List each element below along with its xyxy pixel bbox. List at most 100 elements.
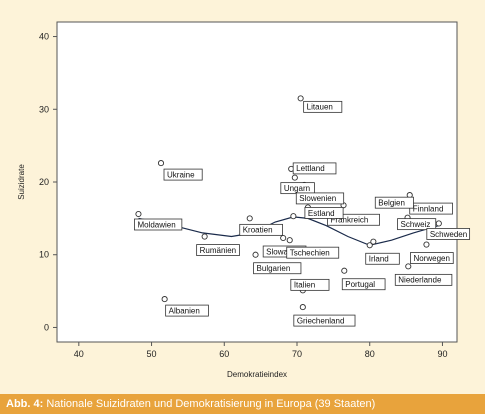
- x-tick-label: 50: [147, 349, 157, 359]
- point-label: Griechenland: [293, 314, 356, 327]
- point-label: Frankreich: [327, 213, 380, 226]
- point-label-text: Rumänien: [200, 246, 236, 255]
- point-label: Slowenien: [295, 192, 345, 205]
- plot-area: [56, 21, 458, 343]
- point-label-box: [394, 273, 453, 286]
- point-label-text: Moldawien: [137, 220, 175, 229]
- point-label-text: Lettland: [296, 164, 324, 173]
- data-point: [280, 234, 287, 242]
- point-label-text: Finnland: [413, 204, 444, 213]
- data-point: [297, 95, 304, 102]
- data-point: [299, 304, 306, 311]
- point-label-box: [134, 218, 183, 231]
- point-label-text: Slowakei: [266, 247, 298, 256]
- point-label-box: [327, 213, 380, 226]
- point-label-text: Schweden: [430, 230, 467, 239]
- point-label-text: Ukraine: [167, 170, 195, 179]
- point-label: Finnland: [409, 202, 453, 215]
- y-tick-label: 40: [39, 32, 49, 42]
- scatter-chart: 40 50 60 70 80 90 0 10 20 30 40 Litauen Ukraine Lett…: [17, 21, 471, 379]
- point-label-text: Irland: [369, 255, 389, 264]
- x-tick-label: 40: [74, 349, 84, 359]
- point-label-box: [397, 218, 437, 231]
- point-label-text: Tschechien: [290, 248, 330, 257]
- point-label-text: Norwegen: [413, 254, 449, 263]
- point-label: Norwegen: [410, 252, 454, 264]
- data-point: [252, 251, 259, 258]
- point-label-box: [290, 278, 330, 291]
- y-tick-label: 0: [44, 322, 49, 332]
- point-label-box: [304, 207, 344, 219]
- data-point: [366, 242, 373, 249]
- point-label-text: Frankreich: [331, 216, 369, 225]
- data-point: [405, 263, 412, 270]
- axis-ticks: 40 50 60 70 80 90 0 10 20 30 40: [39, 32, 447, 359]
- point-label: Moldawien: [134, 218, 183, 231]
- point-label-box: [374, 196, 414, 209]
- point-label-text: Portugal: [345, 280, 375, 289]
- point-label: Ungarn: [280, 182, 315, 195]
- point-label-text: Schweiz: [401, 220, 431, 229]
- point-label-text: Litauen: [307, 103, 333, 112]
- point-label-box: [365, 252, 400, 265]
- point-label: Albanien: [165, 304, 209, 317]
- point-label-text: Italien: [294, 281, 315, 290]
- data-point: [423, 241, 430, 248]
- data-point: [135, 210, 142, 218]
- point-label-box: [239, 223, 283, 236]
- caption-text: Nationale Suizidraten und Demokratisieru…: [43, 398, 376, 410]
- point-label-text: Estland: [308, 209, 335, 218]
- x-tick-label: 60: [219, 349, 229, 359]
- point-label: Belgien: [374, 196, 414, 209]
- data-point: [157, 160, 165, 167]
- x-tick-label: 70: [292, 349, 302, 359]
- point-label-text: Niederlande: [398, 276, 442, 285]
- trend-line-group: [138, 216, 439, 246]
- point-label: Ukraine: [163, 168, 203, 181]
- point-label: Estland: [304, 207, 344, 219]
- point-label-box: [286, 246, 340, 259]
- data-point: [435, 220, 442, 227]
- point-label: Rumänien: [196, 244, 240, 256]
- point-label-box: [409, 202, 453, 215]
- point-label: Niederlande: [394, 273, 453, 286]
- y-axis-label: Suizidrate: [17, 164, 26, 200]
- point-label-text: Slowenien: [299, 194, 336, 203]
- point-label-text: Bulgarien: [257, 264, 291, 273]
- point-label: Kroatien: [239, 223, 283, 236]
- data-point: [291, 174, 298, 181]
- point-label-box: [293, 314, 356, 327]
- data-point: [246, 215, 253, 222]
- trend-line: [138, 216, 439, 246]
- data-point: [290, 213, 297, 220]
- point-label-box: [341, 278, 386, 291]
- point-label-box: [292, 162, 337, 175]
- point-label: Tschechien: [286, 246, 340, 259]
- point-label-text: Belgien: [378, 198, 405, 207]
- point-label-box: [295, 192, 345, 205]
- y-tick-label: 30: [39, 104, 49, 114]
- point-label: Schweden: [426, 228, 471, 240]
- point-label: Bulgarien: [253, 262, 302, 275]
- point-label-text: Albanien: [169, 306, 200, 315]
- y-tick-label: 20: [39, 177, 49, 187]
- x-tick-label: 80: [365, 349, 375, 359]
- point-label: Schweiz: [397, 218, 437, 231]
- caption-prefix: Abb. 4:: [6, 398, 44, 410]
- data-point: [201, 233, 208, 240]
- point-label-box: [426, 228, 471, 240]
- point-label: Lettland: [292, 162, 337, 175]
- data-point: [161, 296, 168, 303]
- figure-caption: Abb. 4: Nationale Suizidraten und Demokr…: [0, 394, 485, 414]
- point-label-box: [410, 252, 454, 264]
- point-label-text: Griechenland: [297, 316, 345, 325]
- x-tick-label: 90: [437, 349, 447, 359]
- point-label: Portugal: [341, 278, 386, 291]
- data-point: [286, 237, 293, 244]
- point-label-box: [303, 100, 343, 113]
- data-point: [370, 238, 377, 245]
- point-label-text: Ungarn: [284, 184, 310, 193]
- point-label: Litauen: [303, 100, 343, 113]
- point-label-box: [253, 262, 302, 275]
